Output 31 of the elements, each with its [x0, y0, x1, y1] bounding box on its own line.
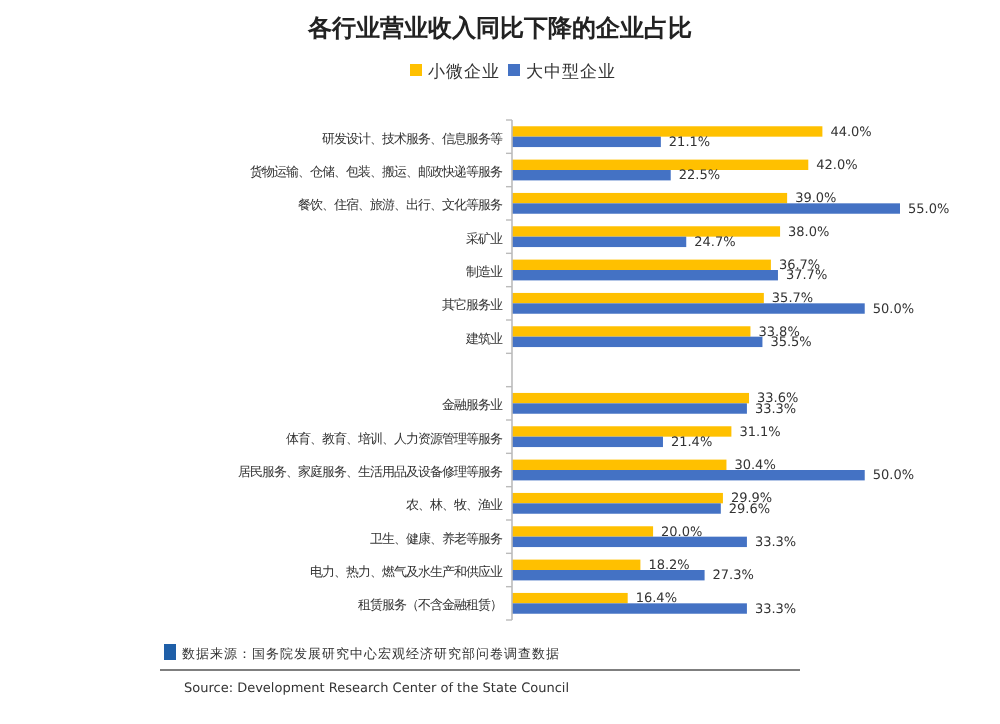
bar: [512, 159, 809, 170]
bar: [512, 136, 661, 148]
legend-label: 大中型企业: [526, 61, 616, 83]
bar: [512, 536, 747, 548]
bar: [512, 336, 763, 348]
bar: [512, 170, 671, 181]
bar: [512, 403, 747, 414]
bar: [512, 459, 727, 470]
bar: [512, 426, 732, 437]
bar: [512, 470, 865, 481]
bar: [512, 570, 705, 581]
bar: [512, 226, 781, 237]
bar: [512, 292, 764, 304]
bar: [512, 392, 750, 404]
bar: [512, 592, 628, 604]
bar: [512, 270, 778, 281]
chart-title: 各行业营业收入同比下降的企业占比: [306, 14, 692, 42]
bar: [512, 326, 751, 337]
bar: [512, 503, 721, 514]
bar: [512, 259, 771, 270]
bar: [512, 126, 823, 137]
bar: [512, 303, 865, 314]
bar: [512, 526, 654, 537]
bar: [512, 192, 788, 204]
bar: [512, 236, 687, 248]
bar: [512, 559, 641, 570]
bar: [512, 203, 900, 214]
bar: [512, 492, 723, 504]
legend-label: 小微企业: [428, 61, 500, 83]
bar: [512, 603, 747, 614]
bar: [512, 436, 663, 448]
